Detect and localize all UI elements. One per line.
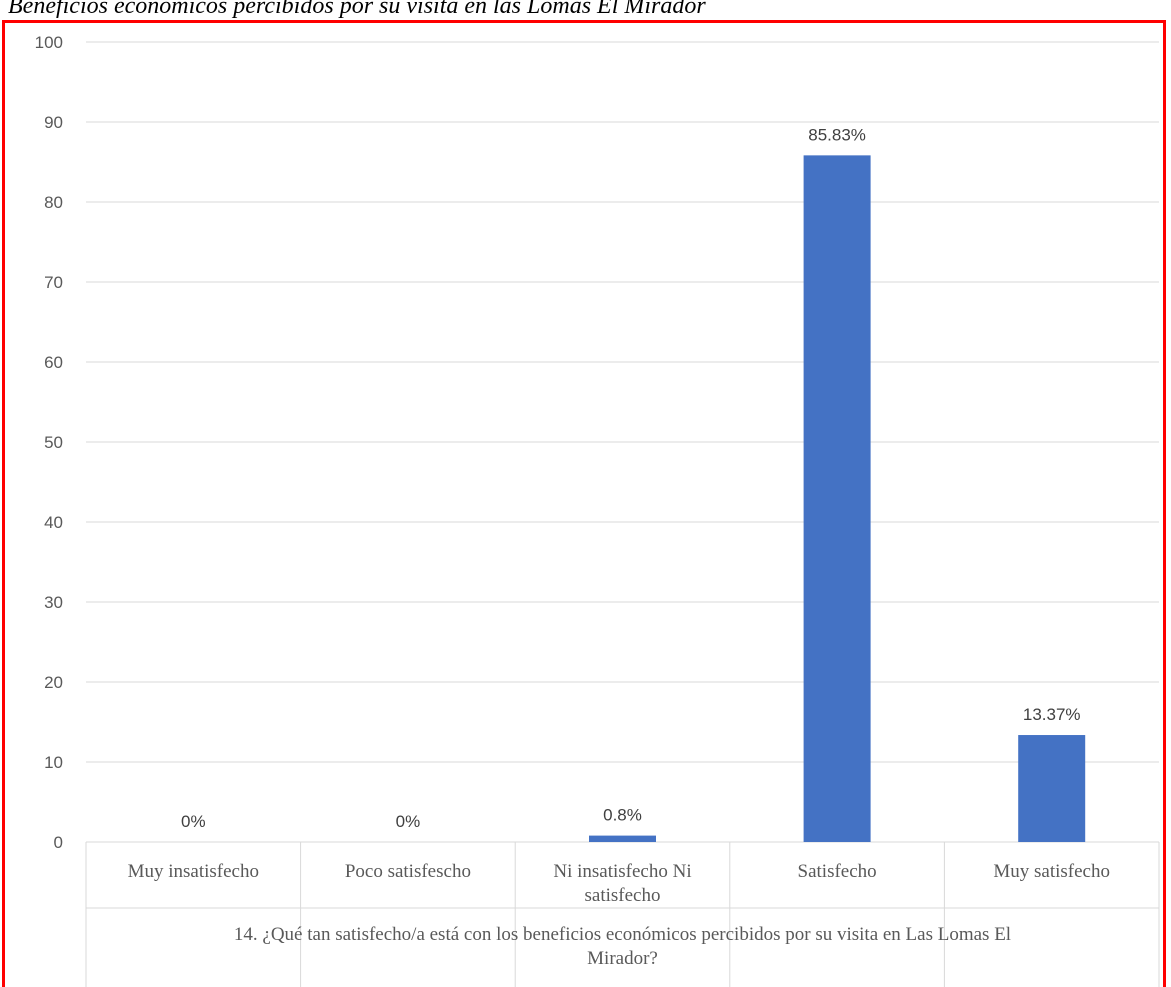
category-label: Satisfecho [798, 861, 877, 882]
y-tick-label: 100 [35, 33, 63, 52]
bar [589, 835, 656, 842]
category-label: Muy satisfecho [993, 861, 1110, 882]
y-tick-label: 70 [44, 273, 63, 292]
y-tick-label: 40 [44, 513, 63, 532]
y-tick-label: 90 [44, 113, 63, 132]
y-tick-label: 60 [44, 353, 63, 372]
x-axis-title-line: 14. ¿Qué tan satisfecho/a está con los b… [234, 924, 1011, 945]
figure-title: Beneficios económicos percibidos por su … [8, 0, 706, 19]
data-label: 85.83% [808, 125, 866, 144]
data-label: 0.8% [603, 806, 642, 825]
y-axis-ticks: 0 10 20 30 40 50 60 70 80 90 100 [35, 33, 63, 852]
category-labels: Muy insatisfecho Poco satisfescho Ni insat… [128, 861, 1110, 906]
category-label: satisfecho [585, 885, 661, 906]
data-label: 0% [181, 812, 206, 831]
data-label: 0% [396, 812, 421, 831]
category-label: Poco satisfescho [345, 861, 471, 882]
data-labels: 0% 0% 0.8% 85.83% 13.37% [181, 125, 1081, 831]
data-label: 13.37% [1023, 705, 1081, 724]
gridlines [85, 41, 1160, 987]
category-label: Muy insatisfecho [128, 861, 259, 882]
bar [803, 155, 871, 843]
x-axis-title: 14. ¿Qué tan satisfecho/a está con los b… [234, 924, 1011, 969]
y-tick-label: 50 [44, 433, 63, 452]
bars [589, 155, 1086, 843]
x-axis-title-line: Mirador? [587, 948, 658, 969]
bar [1018, 735, 1086, 842]
y-tick-label: 80 [44, 193, 63, 212]
y-tick-label: 30 [44, 593, 63, 612]
category-label: Ni insatisfecho Ni [553, 861, 691, 882]
chart-frame [2, 20, 1166, 987]
y-tick-label: 0 [54, 833, 63, 852]
y-tick-label: 20 [44, 673, 63, 692]
y-tick-label: 10 [44, 753, 63, 772]
